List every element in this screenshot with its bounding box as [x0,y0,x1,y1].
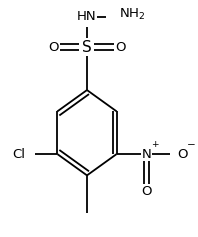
Text: Cl: Cl [13,148,26,160]
Text: NH$_2$: NH$_2$ [119,7,145,22]
Text: O: O [48,41,59,54]
Text: HN: HN [77,10,97,23]
Text: −: − [187,140,196,150]
Text: +: + [151,140,158,149]
Text: O: O [177,148,188,160]
Text: N: N [141,148,151,160]
Text: O: O [141,186,151,198]
Text: O: O [115,41,126,54]
Text: S: S [82,40,92,55]
